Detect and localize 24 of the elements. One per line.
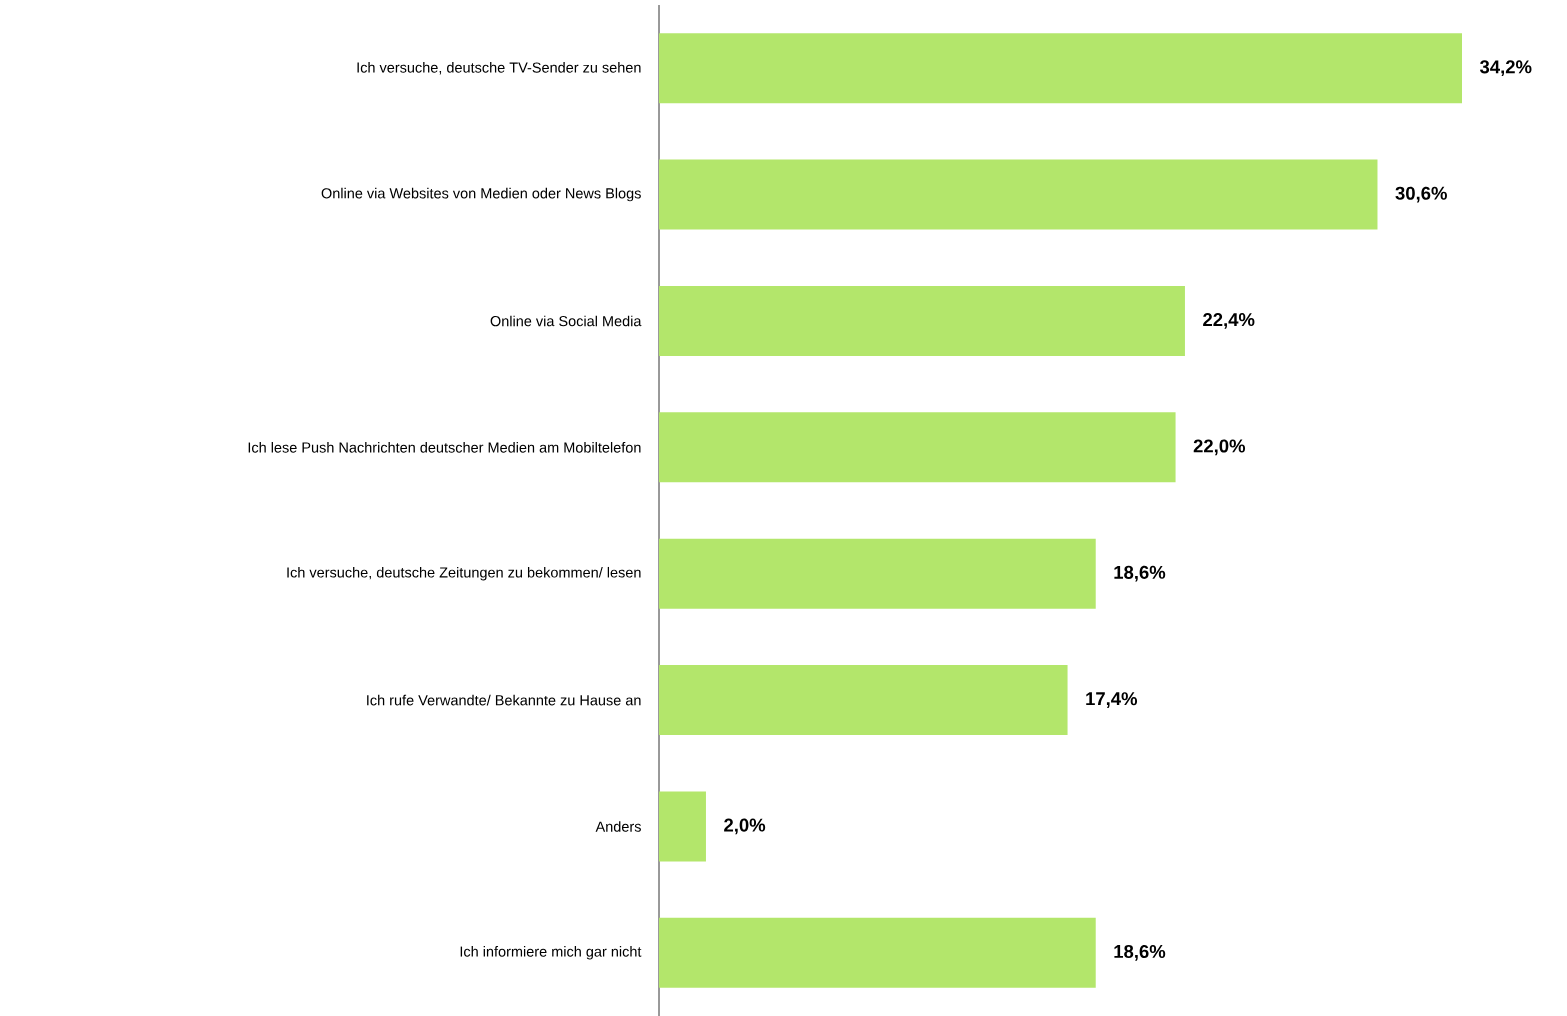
y-tick-label: Ich lese Push Nachrichten deutscher Medien am Mobiltelefon bbox=[248, 441, 641, 453]
data-label: 22,0% bbox=[1193, 439, 1246, 456]
bar bbox=[659, 791, 706, 862]
data-label: 22,4% bbox=[1203, 312, 1255, 329]
y-tick-label: Anders bbox=[595, 820, 641, 832]
y-tick-label: Ich versuche, deutsche Zeitungen zu bekommen/ lesen bbox=[287, 566, 641, 581]
bar bbox=[659, 285, 1185, 356]
data-label: 30,6% bbox=[1395, 186, 1447, 203]
y-tick-label: Online via Websites von Medien oder News Blogs bbox=[321, 187, 641, 202]
bar bbox=[659, 664, 1068, 735]
y-tick-label: Ich rufe Verwandte/ Bekannte zu Hause an bbox=[367, 694, 641, 706]
y-tick-label: Online via Social Media bbox=[490, 315, 642, 327]
y-tick-label: Ich versuche, deutsche TV-Sender zu sehen bbox=[357, 61, 641, 75]
data-label: 2,0% bbox=[724, 818, 766, 835]
data-label: 34,2% bbox=[1479, 60, 1532, 76]
data-label: 18,6% bbox=[1114, 565, 1166, 582]
bar bbox=[659, 33, 1463, 104]
bar bbox=[659, 412, 1176, 483]
bar bbox=[659, 917, 1096, 988]
bar bbox=[659, 538, 1096, 609]
y-tick-label: Ich informiere mich gar nicht bbox=[460, 945, 642, 960]
bar bbox=[659, 159, 1378, 230]
data-label: 18,6% bbox=[1114, 944, 1166, 961]
data-label: 17,4% bbox=[1086, 692, 1138, 708]
